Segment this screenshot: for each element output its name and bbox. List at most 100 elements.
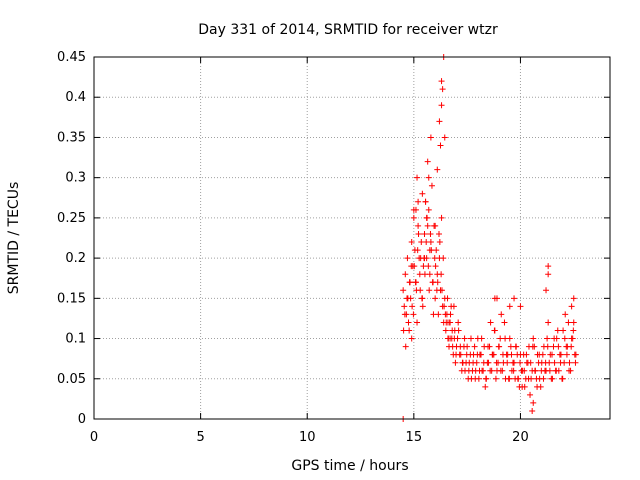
data-point <box>447 311 454 318</box>
data-point <box>436 239 443 246</box>
data-point <box>432 295 439 302</box>
data-point <box>540 375 547 382</box>
data-point <box>476 367 483 374</box>
data-point <box>517 303 524 310</box>
data-point <box>434 166 441 173</box>
data-point <box>499 351 506 358</box>
data-point <box>457 343 464 350</box>
data-point <box>451 327 458 334</box>
data-point <box>426 287 433 294</box>
y-axis-label: SRMTID / TECUs <box>6 182 22 295</box>
data-point <box>441 303 448 310</box>
data-point <box>428 182 435 189</box>
data-point <box>438 271 445 278</box>
y-tick-label: 0.1 <box>65 332 86 347</box>
data-point <box>568 343 575 350</box>
data-point <box>419 295 426 302</box>
data-point <box>538 367 545 374</box>
data-point <box>523 351 530 358</box>
data-point <box>424 222 431 229</box>
data-point <box>495 343 502 350</box>
data-point <box>569 335 576 342</box>
data-point <box>551 335 558 342</box>
data-point <box>410 214 417 221</box>
data-point <box>549 351 556 358</box>
data-point <box>559 375 566 382</box>
y-tick-label: 0.15 <box>57 291 86 306</box>
data-point <box>545 263 552 270</box>
grid <box>94 57 610 419</box>
data-point <box>511 295 518 302</box>
data-point <box>414 247 421 254</box>
data-point <box>489 351 496 358</box>
data-point <box>492 375 499 382</box>
y-tick-label: 0.4 <box>65 90 86 105</box>
data-point <box>413 287 420 294</box>
data-point <box>404 295 411 302</box>
data-point <box>408 263 415 270</box>
data-point <box>510 367 517 374</box>
data-point <box>570 319 577 326</box>
data-point <box>412 206 419 213</box>
data-point <box>568 303 575 310</box>
data-point <box>525 375 532 382</box>
data-point <box>437 142 444 149</box>
data-point <box>529 343 536 350</box>
data-point <box>433 287 440 294</box>
data-point <box>546 367 553 374</box>
data-point <box>544 343 551 350</box>
x-tick-label: 10 <box>299 430 316 445</box>
data-point <box>442 311 449 318</box>
data-point <box>465 367 472 374</box>
data-point <box>432 222 439 229</box>
y-tick-label: 0.35 <box>57 130 86 145</box>
data-point <box>514 351 521 358</box>
data-point <box>402 343 409 350</box>
data-point <box>530 335 537 342</box>
data-point <box>454 335 461 342</box>
data-point <box>425 206 432 213</box>
data-point <box>440 255 447 262</box>
data-point <box>572 359 579 366</box>
data-point <box>512 343 519 350</box>
data-point <box>458 367 465 374</box>
data-point <box>504 359 511 366</box>
data-point <box>480 359 487 366</box>
data-point <box>436 118 443 125</box>
data-point <box>421 255 428 262</box>
data-point <box>487 319 494 326</box>
data-point <box>430 311 437 318</box>
x-tick-label: 20 <box>512 430 529 445</box>
data-point <box>402 271 409 278</box>
data-point <box>424 158 431 165</box>
data-point <box>563 351 570 358</box>
data-point <box>487 367 494 374</box>
data-points <box>400 54 579 422</box>
data-point <box>566 367 573 374</box>
x-tick-label: 5 <box>196 430 204 445</box>
data-point <box>429 279 436 286</box>
data-point <box>421 271 428 278</box>
data-point <box>435 230 442 237</box>
x-tick-label: 0 <box>90 430 98 445</box>
data-point <box>423 239 430 246</box>
data-point <box>535 359 542 366</box>
data-point <box>536 351 543 358</box>
plot-frame <box>93 56 611 420</box>
data-point <box>406 327 413 334</box>
chart-title: Day 331 of 2014, SRMTID for receiver wtz… <box>198 22 498 38</box>
data-point <box>562 311 569 318</box>
data-point <box>482 383 489 390</box>
data-point <box>405 319 412 326</box>
data-point <box>409 303 416 310</box>
data-point <box>555 343 562 350</box>
data-point <box>408 335 415 342</box>
data-point <box>491 295 498 302</box>
data-point <box>502 335 509 342</box>
data-point <box>427 134 434 141</box>
data-point <box>501 319 508 326</box>
x-axis-label: GPS time / hours <box>291 458 408 474</box>
data-point <box>565 319 572 326</box>
data-point <box>415 198 422 205</box>
